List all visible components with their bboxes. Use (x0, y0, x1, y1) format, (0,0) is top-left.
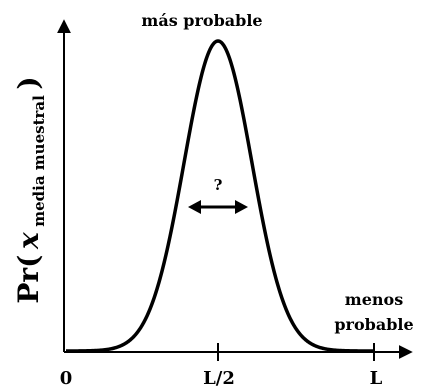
y-label-variable: x (12, 232, 45, 250)
tail-label-line1: menos (345, 290, 403, 309)
peak-label: más probable (141, 11, 262, 30)
width-arrow-right-head (235, 200, 248, 214)
svg-text:Pr( x media muestr: Pr( x media muestral ) (12, 76, 48, 303)
y-label-subscript: media muestral (30, 95, 48, 227)
y-label-prefix: Pr( (12, 255, 45, 304)
x-tick-label-max: L (370, 368, 383, 389)
width-arrow-left-head (188, 200, 201, 214)
bell-curve (65, 39, 375, 353)
tail-label-line2: probable (334, 315, 413, 334)
x-tick-label-mid: L/2 (203, 368, 235, 389)
x-tick-label-min: 0 (60, 368, 73, 389)
y-label-suffix: ) (12, 76, 45, 89)
y-axis-label: Pr( x media muestral ) (12, 76, 48, 303)
width-question-mark: ? (214, 176, 223, 194)
